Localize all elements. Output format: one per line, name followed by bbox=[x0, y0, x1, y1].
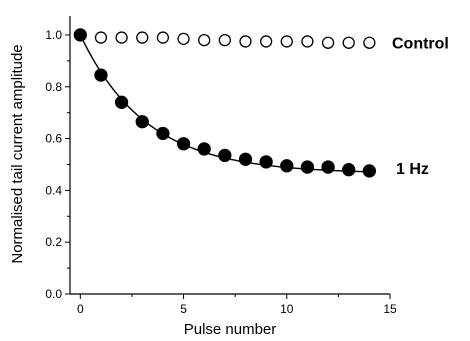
control-point bbox=[156, 31, 170, 44]
control-point bbox=[94, 31, 108, 44]
x-tick-label: 10 bbox=[280, 302, 294, 316]
control-point bbox=[198, 33, 211, 47]
series-label-1hz: 1 Hz bbox=[396, 161, 429, 178]
one-hz-point bbox=[218, 148, 232, 163]
y-tick-label: 0.8 bbox=[45, 80, 62, 94]
one-hz-point bbox=[321, 160, 335, 174]
one-hz-point bbox=[259, 155, 273, 169]
one-hz-point bbox=[238, 152, 253, 166]
control-point bbox=[363, 36, 376, 49]
series-label-control: Control bbox=[392, 36, 449, 53]
one-hz-point bbox=[362, 164, 377, 178]
control-point bbox=[218, 33, 231, 47]
y-tick-label: 0.6 bbox=[45, 132, 62, 146]
one-hz-point bbox=[156, 126, 170, 141]
one-hz-point bbox=[73, 28, 87, 42]
data-points bbox=[73, 28, 377, 178]
control-point bbox=[280, 35, 293, 48]
control-point bbox=[136, 31, 149, 44]
control-point bbox=[259, 35, 273, 48]
y-tick-label: 0.0 bbox=[45, 287, 62, 301]
control-point bbox=[321, 36, 335, 49]
axes: 0 5 10 15 0.0 0.2 0.4 0.6 0.8 1.0 bbox=[45, 16, 397, 316]
control-point bbox=[301, 35, 314, 48]
y-tick-label: 1.0 bbox=[45, 28, 62, 42]
y-tick-label: 0.4 bbox=[45, 183, 62, 197]
one-hz-point bbox=[342, 163, 356, 177]
x-tick-label: 15 bbox=[383, 302, 397, 316]
one-hz-point bbox=[176, 137, 191, 151]
one-hz-point bbox=[280, 159, 294, 173]
control-point bbox=[342, 36, 355, 49]
x-tick-label: 0 bbox=[77, 302, 84, 316]
one-hz-point bbox=[197, 142, 211, 156]
control-point bbox=[177, 32, 190, 45]
one-hz-point bbox=[94, 68, 108, 82]
control-point bbox=[115, 31, 128, 44]
y-tick-label: 0.2 bbox=[45, 235, 62, 249]
y-axis-title: Normalised tail current amplitude bbox=[9, 44, 26, 263]
control-point bbox=[239, 35, 252, 48]
one-hz-point bbox=[114, 95, 129, 109]
one-hz-point bbox=[300, 160, 315, 174]
labels: Pulse number Normalised tail current ampl… bbox=[9, 36, 449, 338]
one-hz-point bbox=[135, 115, 149, 129]
x-tick-label: 5 bbox=[180, 302, 187, 316]
x-axis-title: Pulse number bbox=[184, 321, 277, 338]
